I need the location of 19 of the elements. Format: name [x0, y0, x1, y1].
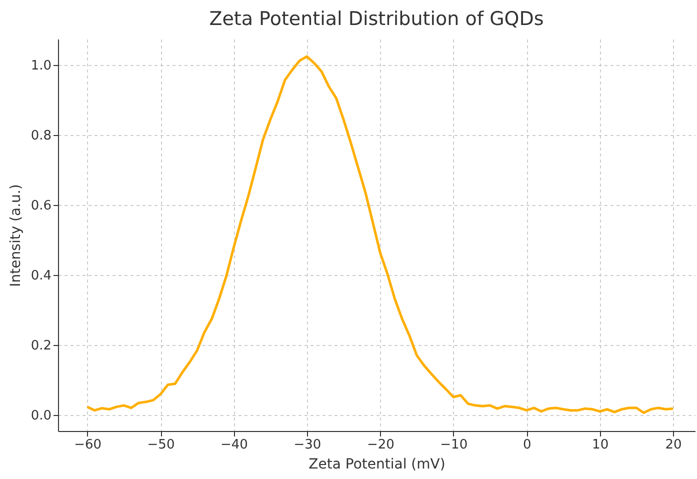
y-tick-label: 0.2	[30, 338, 52, 354]
y-tick-label: 1.0	[30, 58, 52, 74]
x-tick-label: 20	[665, 438, 682, 452]
x-tick-label: −10	[440, 438, 468, 452]
x-tick-label: 10	[592, 438, 609, 452]
x-tick-label: −40	[220, 438, 248, 452]
x-tick-label: −30	[294, 438, 322, 452]
line-series	[86, 55, 674, 414]
x-tick-label: −50	[147, 438, 175, 452]
x-tick-label: 0	[522, 438, 532, 452]
y-axis-title: Intensity (a.u.)	[8, 184, 24, 287]
y-tick-label: 0.6	[30, 198, 52, 214]
y-tick-label: 0.0	[30, 408, 52, 424]
y-tick-label: 0.8	[30, 128, 52, 144]
x-tick-label: −20	[366, 438, 394, 452]
x-tick-label: −60	[74, 438, 102, 452]
x-axis-title: Zeta Potential (mV)	[308, 456, 446, 472]
y-tick-label: 0.4	[30, 268, 52, 284]
chart-title: Zeta Potential Distribution of GQDs	[209, 8, 544, 30]
